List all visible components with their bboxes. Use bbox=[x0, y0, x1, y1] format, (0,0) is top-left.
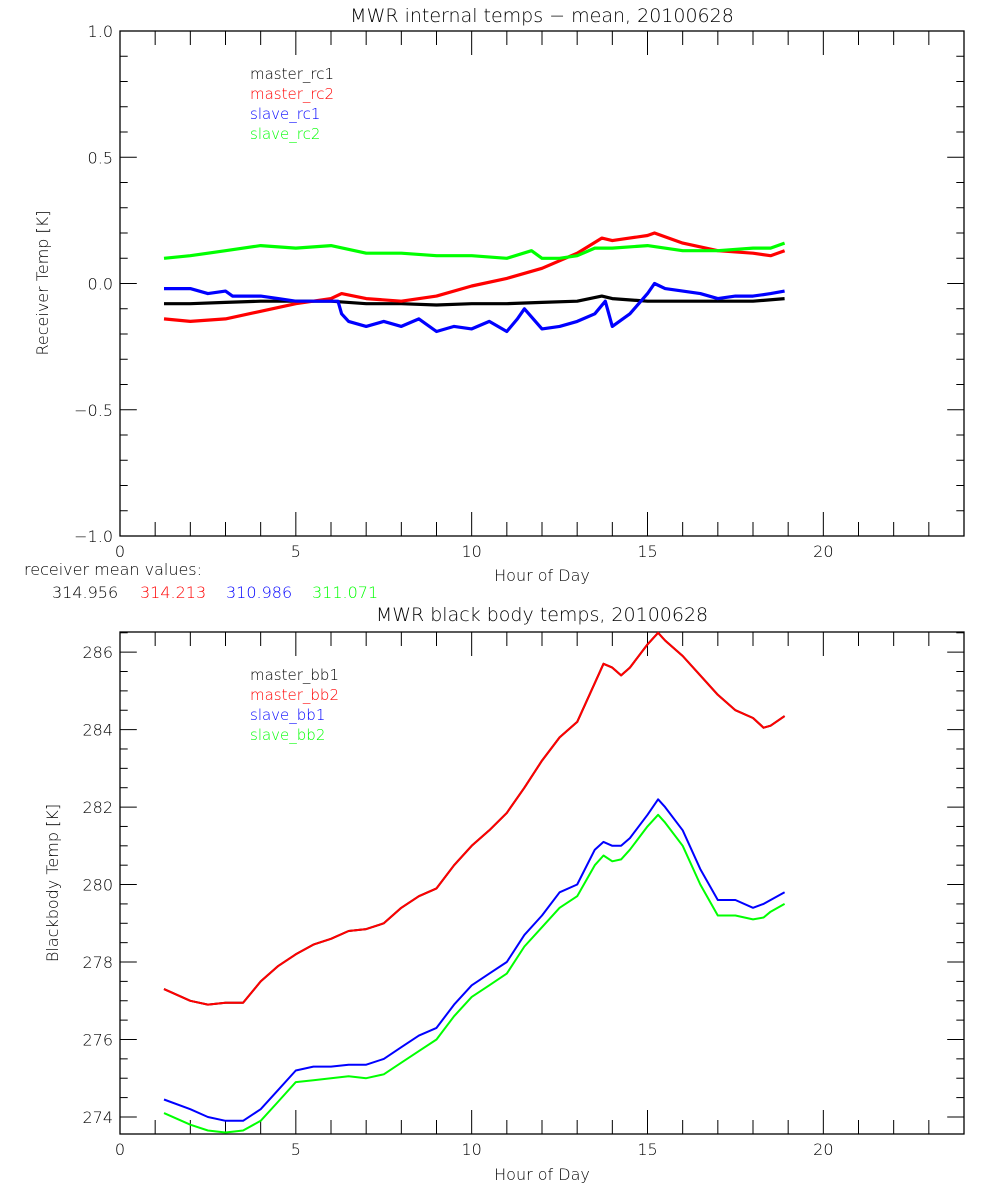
legend: master_rc1 master_rc2 slave_rc1 slave_rc2 bbox=[250, 65, 334, 143]
receiver-temp-chart: MWR internal temps − mean, 20100628 0 5 10… bbox=[24, 5, 965, 602]
y-tick-label: 0.5 bbox=[88, 148, 113, 167]
series-line-master-rc1 bbox=[164, 294, 785, 307]
series-line-slave-bb2 bbox=[163, 813, 786, 1134]
blackbody-temp-chart: MWR black body temps, 20100628 0 5 10 15 20 2… bbox=[43, 604, 965, 1184]
chart-title: MWR black body temps, 20100628 bbox=[376, 604, 708, 626]
x-tick-label: 5 bbox=[291, 542, 301, 561]
y-tick-label: 274 bbox=[82, 1108, 113, 1127]
x-axis-label: Hour of Day bbox=[494, 1165, 590, 1184]
x-tick-label: 15 bbox=[637, 542, 657, 561]
y-tick-label: 1.0 bbox=[88, 22, 113, 41]
series-lines bbox=[163, 231, 786, 334]
y-tick-label: 286 bbox=[82, 643, 113, 662]
axis-ticks bbox=[119, 632, 965, 1134]
series-line-master-rc2 bbox=[163, 231, 786, 323]
legend-entry-slave-rc2: slave_rc2 bbox=[250, 125, 320, 143]
x-tick-label: 10 bbox=[461, 1140, 481, 1159]
mean-values-label: receiver mean values: bbox=[24, 560, 202, 579]
mean-value-slave-rc2: 311.071 bbox=[312, 583, 378, 602]
legend-entry-slave-bb1: slave_bb1 bbox=[250, 706, 325, 724]
chart-title: MWR internal temps − mean, 20100628 bbox=[350, 5, 734, 27]
x-tick-label: 20 bbox=[813, 1140, 833, 1159]
y-tick-label: −0.5 bbox=[74, 401, 113, 420]
y-tick-label: −1.0 bbox=[74, 527, 113, 546]
x-tick-label: 0 bbox=[115, 1140, 125, 1159]
plot-frame bbox=[119, 631, 965, 1135]
x-tick-label: 15 bbox=[637, 1140, 657, 1159]
x-axis-label: Hour of Day bbox=[494, 566, 590, 585]
series-line-master-bb2 bbox=[163, 631, 786, 1006]
series-line-slave-rc1 bbox=[164, 281, 785, 334]
legend-entry-slave-bb2: slave_bb2 bbox=[250, 726, 325, 744]
x-tick-label: 0 bbox=[115, 542, 125, 561]
y-tick-label: 278 bbox=[82, 953, 113, 972]
axis-ticks bbox=[119, 30, 965, 537]
y-tick-label: 280 bbox=[82, 876, 113, 895]
mean-value-slave-rc1: 310.986 bbox=[226, 583, 292, 602]
series-lines bbox=[163, 631, 786, 1134]
x-tick-label: 20 bbox=[813, 542, 833, 561]
series-line-slave-bb1 bbox=[163, 798, 786, 1122]
plot-frame bbox=[119, 30, 965, 537]
tick-labels: 0 5 10 15 20 −1.0 −0.5 0.0 0.5 1.0 bbox=[74, 22, 833, 561]
legend-entry-slave-rc1: slave_rc1 bbox=[250, 105, 320, 123]
x-tick-label: 5 bbox=[291, 1140, 301, 1159]
x-tick-label: 10 bbox=[461, 542, 481, 561]
y-axis-label: Blackbody Temp [K] bbox=[43, 804, 62, 962]
y-tick-label: 276 bbox=[82, 1030, 113, 1049]
mean-value-master-rc2: 314.213 bbox=[140, 583, 206, 602]
legend-entry-master-bb1: master_bb1 bbox=[250, 666, 339, 684]
legend-entry-master-bb2: master_bb2 bbox=[250, 686, 339, 704]
y-tick-label: 282 bbox=[82, 798, 113, 817]
legend-entry-master-rc2: master_rc2 bbox=[250, 85, 334, 103]
mean-value-master-rc1: 314.956 bbox=[52, 583, 118, 602]
legend: master_bb1 master_bb2 slave_bb1 slave_bb2 bbox=[250, 666, 339, 744]
y-tick-label: 0.0 bbox=[88, 275, 113, 294]
y-tick-label: 284 bbox=[82, 721, 113, 740]
legend-entry-master-rc1: master_rc1 bbox=[250, 65, 334, 83]
mean-values: 314.956 314.213 310.986 311.071 bbox=[52, 583, 378, 602]
series-line-slave-rc2 bbox=[163, 241, 786, 260]
y-axis-label: Receiver Temp [K] bbox=[33, 210, 52, 355]
tick-labels: 0 5 10 15 20 274 276 278 280 282 284 286 bbox=[82, 643, 833, 1159]
